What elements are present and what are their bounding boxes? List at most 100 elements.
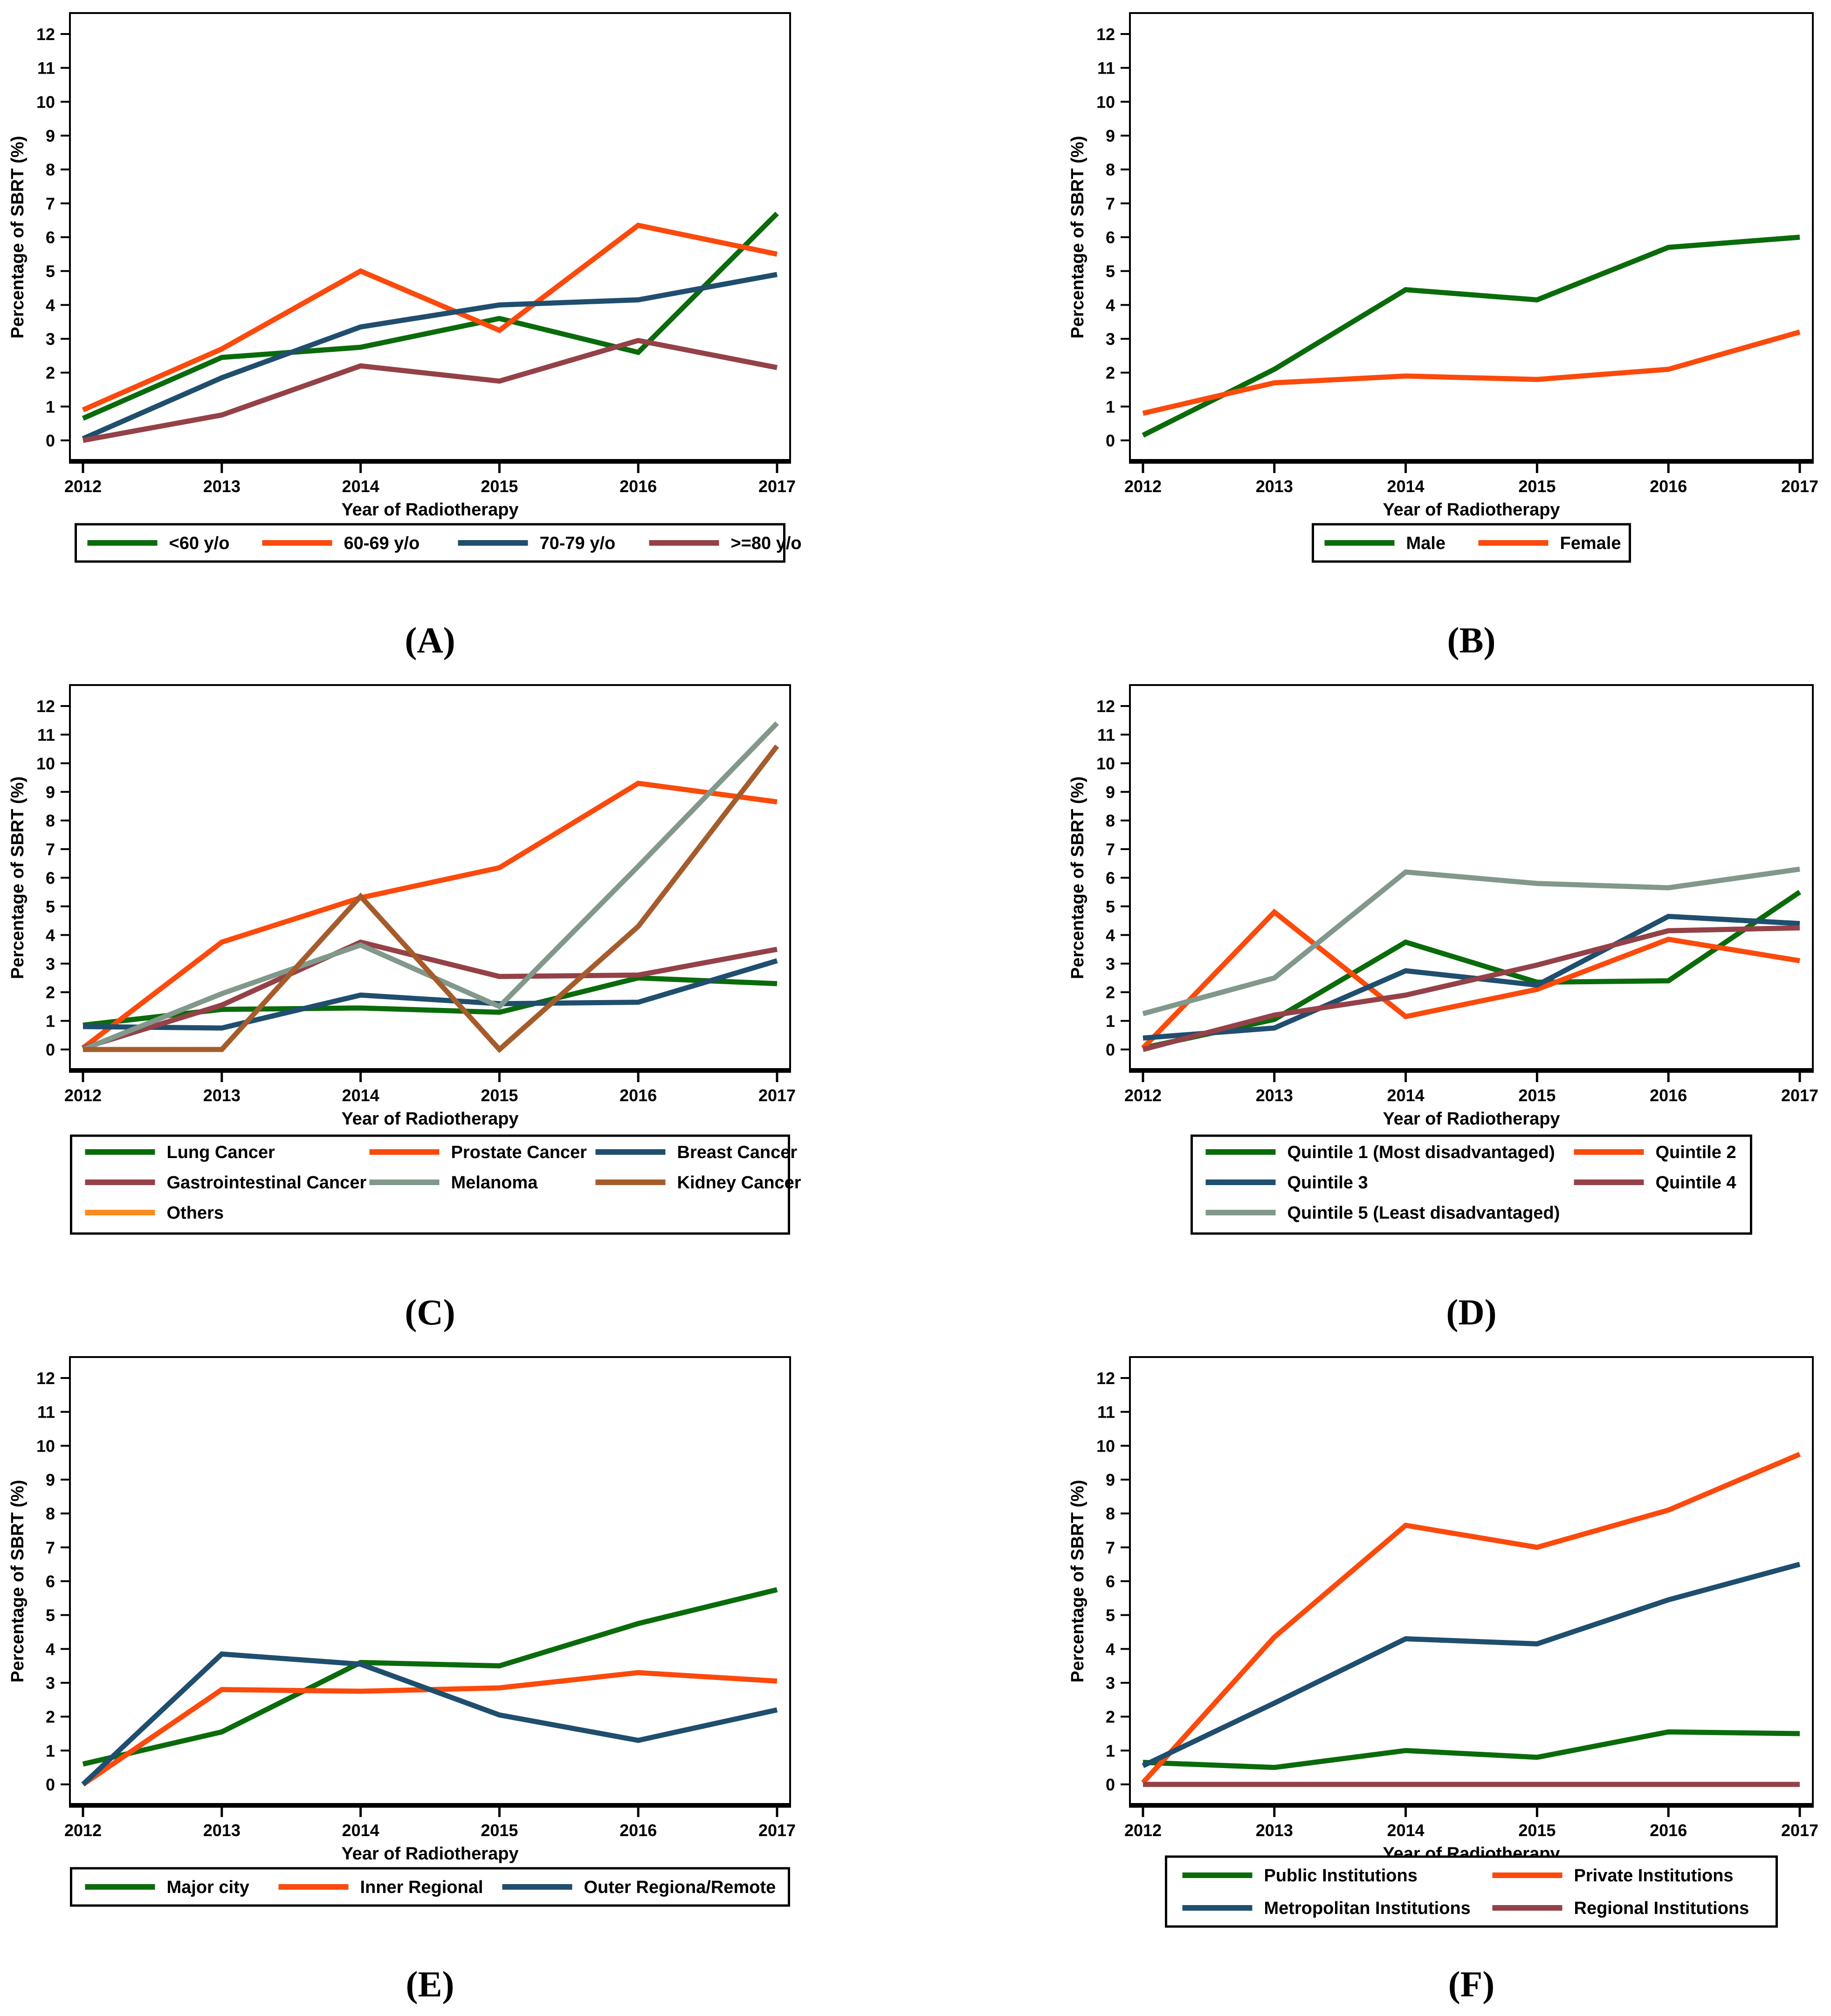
y-axis-tick-label: 4 (1106, 295, 1115, 315)
y-axis-tick-label: 0 (1106, 1775, 1115, 1794)
legend-label: Kidney Cancer (677, 1173, 801, 1193)
y-axis-tick-label: 4 (1106, 1639, 1115, 1659)
y-axis-tick-label: 8 (1106, 160, 1115, 179)
x-axis-tick-label: 2017 (1781, 1086, 1818, 1105)
y-axis-tick-label: 4 (46, 926, 55, 945)
panel-c: 0 1 2 3 4 5 6 7 8 9 10 11 12 2012 2013 2014 2015 2016 2017… (0, 672, 916, 1344)
x-axis-tick-label: 2012 (64, 1821, 102, 1840)
x-axis-tick-label: 2016 (1650, 1821, 1687, 1840)
y-axis-tick-label: 6 (46, 228, 55, 247)
y-axis-tick-label: 6 (1106, 1572, 1115, 1591)
x-axis-tick-label: 2015 (481, 1086, 518, 1105)
x-axis-title: Year of Radiotherapy (341, 500, 518, 520)
y-axis-tick-label: 10 (36, 754, 55, 773)
legend-label: Others (167, 1203, 224, 1223)
y-axis-tick-label: 10 (36, 92, 55, 111)
y-axis-tick-label: 4 (1106, 926, 1115, 945)
legend-label: Female (1560, 534, 1621, 553)
y-axis-tick-label: 9 (1106, 126, 1115, 145)
legend-label: Prostate Cancer (451, 1143, 587, 1162)
y-axis-tick-label: 7 (46, 194, 55, 213)
x-axis-tick-label: 2014 (1387, 477, 1425, 496)
legend-label: Quintile 4 (1656, 1173, 1736, 1193)
y-axis-tick-label: 9 (1106, 1470, 1115, 1489)
y-axis-tick-label: 6 (46, 869, 55, 888)
y-axis-tick-label: 3 (46, 329, 55, 349)
panel-b: 0 1 2 3 4 5 6 7 8 9 10 11 12 2012 2013 2014 2015 2016 2017… (916, 0, 1831, 672)
y-axis-tick-label: 3 (46, 1673, 55, 1693)
y-axis-tick-label: 0 (1106, 431, 1115, 450)
x-axis-tick-label: 2013 (203, 1086, 241, 1105)
legend-box (70, 1867, 790, 1907)
series-line-female (1142, 329, 1801, 416)
y-axis-tick-label: 11 (37, 725, 55, 744)
series-line--80-y-o (83, 337, 778, 443)
series-line-public-institutions (1143, 1729, 1800, 1770)
y-axis-tick-label: 1 (46, 1012, 55, 1031)
legend-label: Quintile 2 (1656, 1143, 1736, 1162)
y-axis-tick-label: 2 (1106, 983, 1115, 1002)
y-axis-tick-label: 5 (1106, 262, 1115, 281)
x-axis-tick-label: 2016 (620, 1821, 657, 1840)
legend-label: Private Institutions (1574, 1866, 1734, 1886)
panel-caption: (D) (1446, 1292, 1496, 1332)
y-axis-title: Percentage of SBRT (%) (8, 776, 28, 979)
series-line-quintile-5-least-disadvantaged- (1142, 866, 1800, 1016)
y-axis-tick-label: 12 (36, 697, 55, 716)
legend-label: >=80 y/o (731, 534, 802, 553)
x-axis-title: Year of Radiotherapy (341, 1109, 518, 1129)
legend-label: Breast Cancer (677, 1143, 798, 1162)
y-axis-tick-label: 10 (1096, 1436, 1115, 1455)
series-line-quintile-1-most-disadvantaged- (1142, 890, 1802, 1051)
x-axis-tick-label: 2015 (481, 1821, 518, 1840)
panel-caption: (A) (405, 620, 455, 660)
x-axis-tick-label: 2015 (1518, 1086, 1556, 1105)
y-axis-tick-label: 5 (46, 1606, 55, 1625)
x-axis-tick-label: 2017 (1781, 1821, 1818, 1840)
y-axis-tick-label: 8 (46, 1504, 55, 1523)
y-axis-tick-label: 1 (1106, 1741, 1115, 1760)
series-line-male (1142, 234, 1800, 438)
panel-caption: (E) (406, 1964, 454, 2004)
y-axis-tick-label: 9 (1106, 782, 1115, 802)
x-axis-tick-label: 2013 (1256, 477, 1293, 496)
y-axis-tick-label: 7 (1106, 1538, 1115, 1557)
plot-frame (69, 12, 791, 462)
y-axis-tick-label: 3 (1106, 329, 1115, 349)
x-axis-tick-label: 2016 (1650, 1086, 1687, 1105)
x-axis-tick-label: 2014 (342, 477, 379, 496)
legend-label: <60 y/o (169, 534, 230, 553)
panel-f: 0 1 2 3 4 5 6 7 8 9 10 11 12 2012 2013 2014 2015 2016 2017… (916, 1344, 1831, 2016)
y-axis-tick-label: 0 (1106, 1040, 1115, 1059)
y-axis-tick-label: 11 (1097, 1403, 1115, 1422)
y-axis-tick-label: 1 (46, 1741, 55, 1760)
x-axis-tick-label: 2013 (1256, 1821, 1293, 1840)
x-axis-tick-label: 2017 (758, 1821, 796, 1840)
x-axis-title: Year of Radiotherapy (341, 1844, 518, 1864)
y-axis-tick-label: 12 (36, 25, 55, 44)
y-axis-tick-label: 12 (1096, 1369, 1115, 1388)
y-axis-tick-label: 8 (1106, 811, 1115, 830)
y-axis-tick-label: 8 (1106, 1504, 1115, 1523)
y-axis-tick-label: 3 (1106, 1673, 1115, 1693)
x-axis-tick-label: 2014 (1387, 1086, 1425, 1105)
y-axis-title: Percentage of SBRT (%) (1068, 776, 1088, 979)
legend-box (1165, 1855, 1778, 1928)
legend-label: Outer Regiona/Remote (584, 1878, 776, 1897)
y-axis-tick-label: 7 (46, 1538, 55, 1557)
y-axis-tick-label: 12 (1096, 25, 1115, 44)
series-line-quintile-3 (1143, 913, 1800, 1041)
legend-label: 60-69 y/o (344, 534, 420, 553)
x-axis-tick-label: 2016 (620, 477, 657, 496)
series-line-breast-cancer (83, 958, 778, 1031)
y-axis-tick-label: 7 (1106, 840, 1115, 859)
x-axis-tick-label: 2014 (1387, 1821, 1425, 1840)
series-line--60-y-o (82, 212, 779, 421)
y-axis-tick-label: 0 (46, 1040, 55, 1059)
x-axis-tick-label: 2014 (342, 1086, 379, 1105)
y-axis-tick-label: 3 (46, 954, 55, 974)
